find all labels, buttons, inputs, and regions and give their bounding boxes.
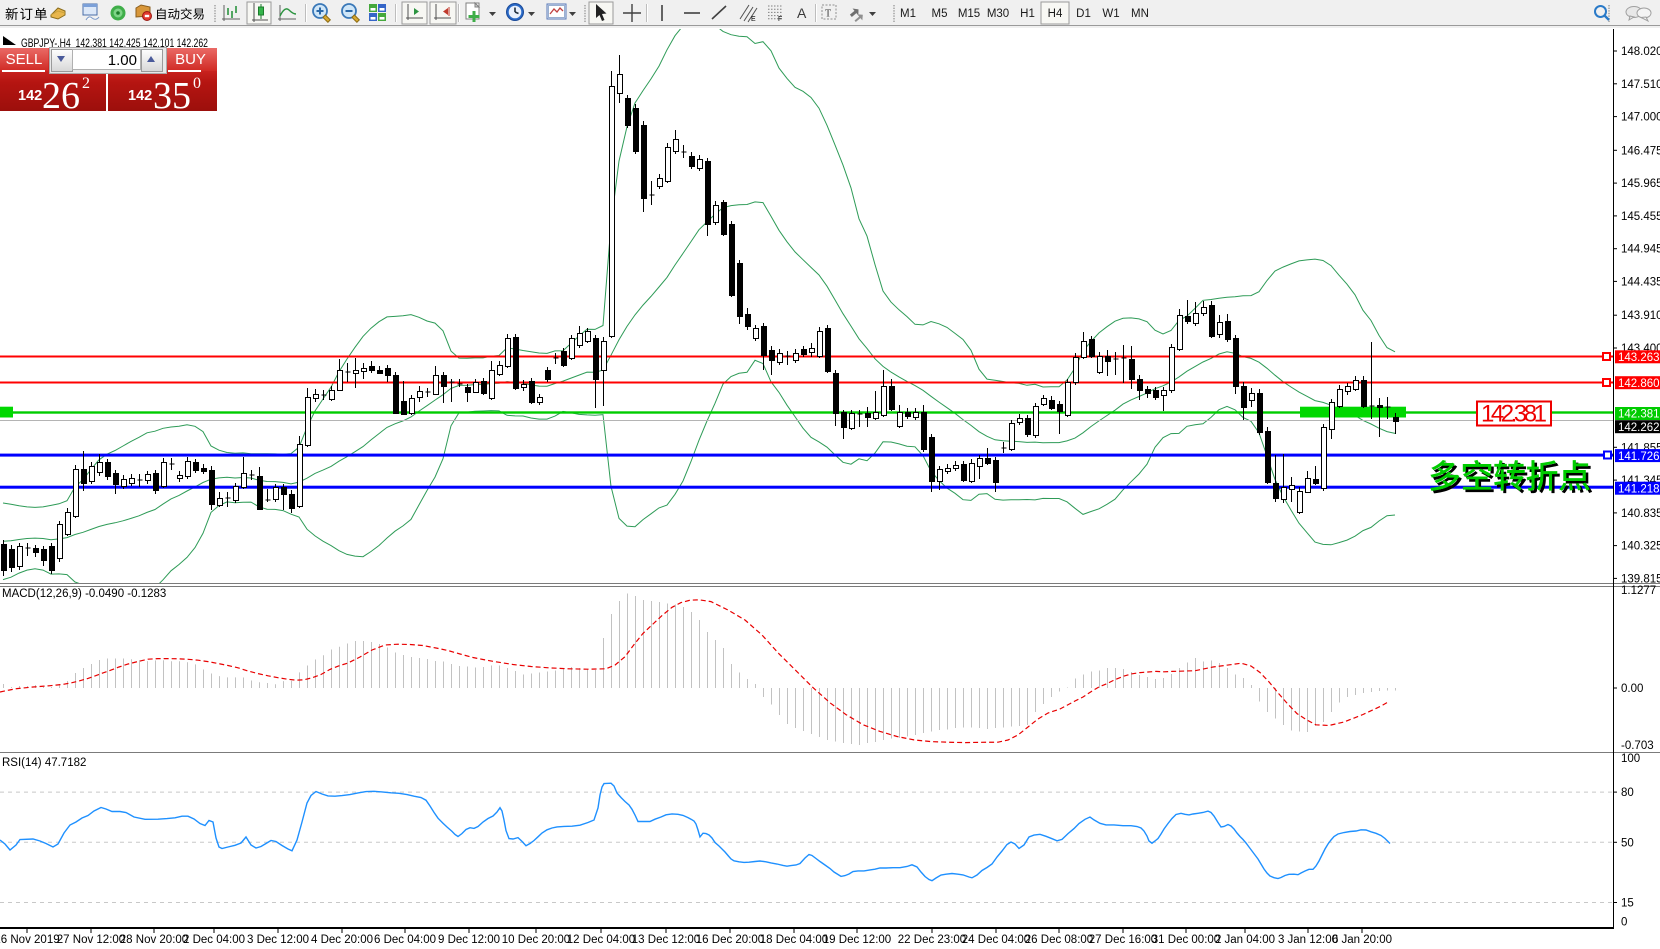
- svg-text:D1: D1: [1076, 8, 1091, 20]
- svg-text:3 Jan 12:00: 3 Jan 12:00: [1278, 934, 1338, 946]
- svg-text:12 Dec 04:00: 12 Dec 04:00: [567, 934, 635, 946]
- svg-text:140.325: 140.325: [1621, 541, 1660, 553]
- svg-text:18 Dec 04:00: 18 Dec 04:00: [760, 934, 828, 946]
- svg-text:M15: M15: [958, 8, 980, 20]
- svg-text:100: 100: [1621, 753, 1640, 765]
- svg-text:2 Dec 04:00: 2 Dec 04:00: [183, 934, 245, 946]
- svg-text:16 Dec 20:00: 16 Dec 20:00: [696, 934, 764, 946]
- svg-text:M30: M30: [987, 8, 1009, 20]
- svg-text:28 Nov 20:00: 28 Nov 20:00: [120, 934, 188, 946]
- svg-text:24 Dec 04:00: 24 Dec 04:00: [962, 934, 1030, 946]
- svg-text:4 Dec 20:00: 4 Dec 20:00: [311, 934, 373, 946]
- svg-text:26 Nov 2019: 26 Nov 2019: [0, 934, 60, 946]
- svg-text:F: F: [778, 16, 782, 23]
- svg-text:80: 80: [1621, 787, 1634, 799]
- svg-text:T: T: [825, 9, 831, 20]
- svg-text:142.381: 142.381: [1618, 409, 1660, 421]
- svg-text:27 Nov 12:00: 27 Nov 12:00: [57, 934, 125, 946]
- svg-text:6 Dec 04:00: 6 Dec 04:00: [374, 934, 436, 946]
- svg-text:13 Dec 12:00: 13 Dec 12:00: [632, 934, 700, 946]
- svg-text:50: 50: [1621, 837, 1634, 849]
- svg-text:0.00: 0.00: [1621, 683, 1643, 695]
- svg-text:H1: H1: [1020, 8, 1035, 20]
- svg-text:142.381: 142.381: [1481, 401, 1547, 428]
- svg-text:147.510: 147.510: [1621, 79, 1660, 91]
- svg-text:144.435: 144.435: [1621, 276, 1660, 288]
- svg-text:27 Dec 16:00: 27 Dec 16:00: [1089, 934, 1157, 946]
- svg-text:M5: M5: [932, 8, 948, 20]
- svg-text:146.475: 146.475: [1621, 145, 1660, 157]
- svg-text:139.815: 139.815: [1621, 573, 1660, 585]
- svg-text:31 Dec 00:00: 31 Dec 00:00: [1152, 934, 1220, 946]
- svg-text:W1: W1: [1102, 8, 1119, 20]
- svg-text:10 Dec 20:00: 10 Dec 20:00: [502, 934, 570, 946]
- svg-text:1.1277: 1.1277: [1621, 585, 1656, 597]
- svg-text:148.020: 148.020: [1621, 46, 1660, 58]
- svg-text:19 Dec 12:00: 19 Dec 12:00: [823, 934, 891, 946]
- svg-text:MACD(12,26,9) -0.0490 -0.1283: MACD(12,26,9) -0.0490 -0.1283: [2, 588, 166, 600]
- svg-text:RSI(14) 47.7182: RSI(14) 47.7182: [2, 757, 86, 769]
- svg-text:141.218: 141.218: [1618, 483, 1660, 495]
- svg-text:2 Jan 04:00: 2 Jan 04:00: [1215, 934, 1275, 946]
- svg-text:3 Dec 12:00: 3 Dec 12:00: [247, 934, 309, 946]
- svg-text:9 Dec 12:00: 9 Dec 12:00: [438, 934, 500, 946]
- svg-text:MN: MN: [1131, 8, 1149, 20]
- svg-text:142.262: 142.262: [1618, 422, 1660, 434]
- svg-text:-0.703: -0.703: [1621, 740, 1654, 752]
- svg-text:GBPJPY-,H4 142.381 142.425 14: GBPJPY-,H4 142.381 142.425 142.101 142.2…: [21, 36, 208, 50]
- svg-text:15: 15: [1621, 898, 1634, 910]
- svg-text:147.000: 147.000: [1621, 112, 1660, 124]
- svg-text:26 Dec 08:00: 26 Dec 08:00: [1025, 934, 1093, 946]
- svg-text:0: 0: [1621, 917, 1627, 929]
- svg-text:145.965: 145.965: [1621, 178, 1660, 190]
- svg-text:143.263: 143.263: [1618, 352, 1660, 364]
- svg-text:143.910: 143.910: [1621, 310, 1660, 322]
- svg-text:22 Dec 23:00: 22 Dec 23:00: [898, 934, 966, 946]
- svg-text:140.835: 140.835: [1621, 508, 1660, 520]
- svg-text:A: A: [797, 5, 807, 21]
- svg-text:H4: H4: [1048, 8, 1063, 20]
- svg-text:M1: M1: [900, 8, 916, 20]
- svg-text:6 Jan 20:00: 6 Jan 20:00: [1332, 934, 1392, 946]
- svg-text:144.945: 144.945: [1621, 244, 1660, 256]
- svg-text:E: E: [751, 16, 756, 23]
- svg-text:145.455: 145.455: [1621, 211, 1660, 223]
- svg-text:141.726: 141.726: [1618, 451, 1660, 463]
- svg-text:142.860: 142.860: [1618, 378, 1660, 390]
